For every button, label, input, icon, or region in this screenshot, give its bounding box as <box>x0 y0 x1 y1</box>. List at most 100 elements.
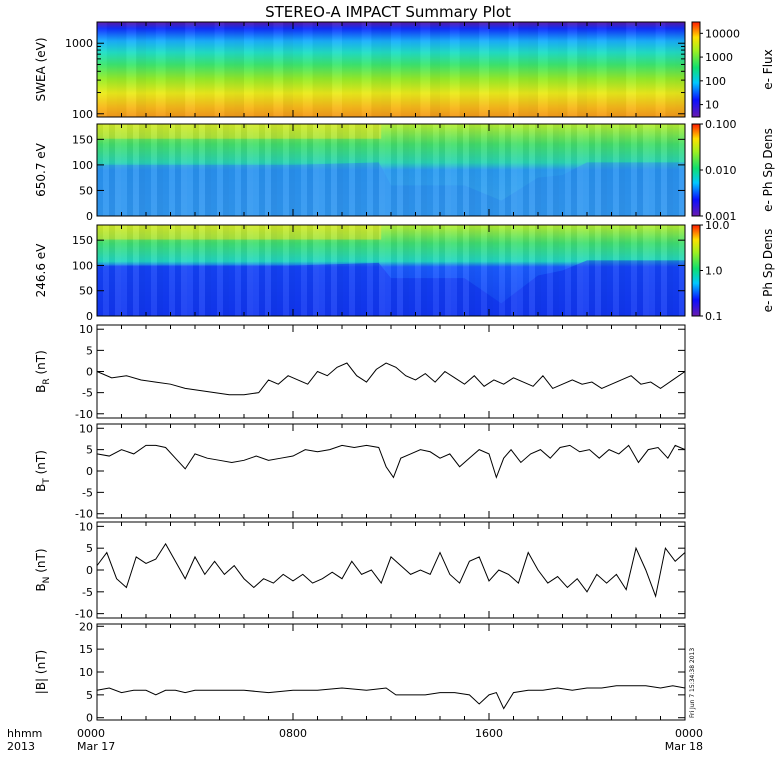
pitch-column <box>643 225 649 316</box>
pitch-column <box>175 225 181 316</box>
y-tick-label: 150 <box>72 234 93 247</box>
colorbar-tick-label: 1.0 <box>705 265 723 278</box>
swea-column <box>646 22 656 117</box>
pitch-column <box>535 124 541 216</box>
colorbar-0-label: e- Flux <box>761 49 775 89</box>
pitch-column <box>529 124 535 216</box>
swea-column <box>655 22 666 117</box>
y-tick-label: 100 <box>72 159 93 172</box>
pitch-column <box>295 225 301 316</box>
panel-1-ylabel: 650.7 eV <box>34 142 48 197</box>
pitch-column <box>553 225 559 316</box>
pitch-column <box>523 225 529 316</box>
y-tick-label: 20 <box>79 620 93 633</box>
pitch-column <box>631 124 637 216</box>
swea-column <box>499 22 509 117</box>
pitch-column <box>241 124 247 216</box>
x-tick-label-hhmm: 0800 <box>279 727 307 740</box>
pitch-column <box>163 225 169 316</box>
pitch-column <box>139 225 145 316</box>
pitch-column <box>589 124 595 216</box>
y-tick-label: 5 <box>86 444 93 457</box>
pitch-column <box>631 225 637 316</box>
pitch-column <box>181 225 187 316</box>
swea-column <box>322 22 333 117</box>
pitch-column <box>589 225 595 316</box>
panel-6-yaxis: 0 5 10 15 20 <box>79 620 685 725</box>
y-tick-label: -10 <box>75 408 93 421</box>
colorbar-1-label: e- Ph Sp Dens <box>761 128 775 212</box>
x-tick-label-date: Mar 18 <box>665 740 703 753</box>
ylabel-main: B <box>34 583 48 591</box>
pitch-column <box>259 124 265 216</box>
pitch-column <box>613 225 619 316</box>
pitch-column <box>397 225 403 316</box>
swea-column <box>401 22 411 117</box>
pitch-column <box>115 225 121 316</box>
y-tick-label: 100 <box>72 259 93 272</box>
swea-column <box>371 22 382 117</box>
pitch-column <box>121 124 127 216</box>
swea-column <box>528 22 538 117</box>
panel-6-ylabel: |B| (nT) <box>34 650 48 694</box>
panel-6-trace <box>96 685 686 710</box>
panel-3-yaxis: -10 -5 0 5 10 <box>75 323 685 421</box>
swea-column <box>185 22 195 117</box>
pitch-column <box>601 225 607 316</box>
swea-column <box>361 22 372 117</box>
y-tick-label: 50 <box>79 285 93 298</box>
panel-0-yaxis: 100 1000 <box>65 21 685 121</box>
swea-column <box>479 22 489 117</box>
pitch-column <box>319 225 325 316</box>
pitch-column <box>487 124 493 216</box>
pitch-column <box>499 124 505 216</box>
swea-column <box>126 22 137 117</box>
ylabel-unit: (nT) <box>34 548 48 576</box>
pitch-column <box>151 225 157 316</box>
pitch-column <box>343 225 349 316</box>
swea-column <box>459 22 470 117</box>
pitch-column <box>223 225 229 316</box>
pitch-column <box>133 225 139 316</box>
pitch-column <box>379 225 385 316</box>
swea-column <box>273 22 284 117</box>
pitch-column <box>421 124 427 216</box>
y-tick-label: 0 <box>86 210 93 223</box>
colorbar-tick-label: 0.010 <box>705 164 737 177</box>
pitch-column <box>577 225 583 316</box>
y-tick-label: 0 <box>86 712 93 725</box>
pitch-column <box>97 124 103 216</box>
pitch-column <box>271 124 277 216</box>
ylabel-unit: (nT) <box>34 450 48 478</box>
swea-column <box>116 22 127 117</box>
pitch-column <box>127 225 133 316</box>
swea-column <box>224 22 235 117</box>
pitch-column <box>661 124 667 216</box>
colorbar-tick-label: 10 <box>705 99 719 112</box>
pitch-column <box>535 225 541 316</box>
panel-swea <box>96 21 686 118</box>
ylabel-sub: N <box>42 577 52 584</box>
pitch-column <box>109 124 115 216</box>
pitch-column <box>505 124 511 216</box>
pitch-column <box>571 124 577 216</box>
x-corner-hhmm: hhmm <box>7 727 42 740</box>
ylabel-sub: T <box>42 478 52 485</box>
swea-column <box>557 22 568 117</box>
panel-pitch-2 <box>96 224 686 317</box>
pitch-column <box>337 124 343 216</box>
pitch-column <box>199 124 205 216</box>
colorbars: 10 100 1000 10000 e- Flux 0.001 0.010 0.100 e- P… <box>691 21 775 323</box>
pitch-column <box>547 124 553 216</box>
pitch-column <box>181 124 187 216</box>
pitch-column <box>139 124 145 216</box>
x-tick-label-hhmm: 1600 <box>475 727 503 740</box>
pitch-column <box>673 124 679 216</box>
pitch-column <box>595 124 601 216</box>
swea-column <box>420 22 431 117</box>
pitch-column <box>619 225 625 316</box>
pitch-column <box>499 225 505 316</box>
swea-column <box>146 22 156 117</box>
